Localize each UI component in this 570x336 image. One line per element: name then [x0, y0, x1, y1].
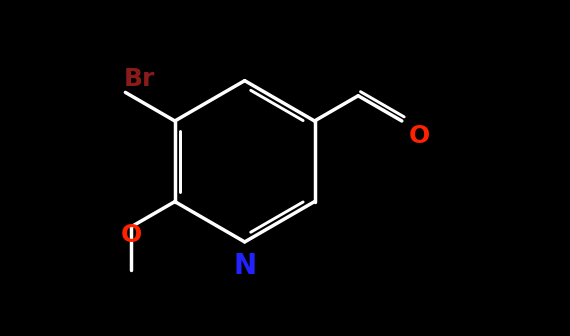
- Text: O: O: [409, 124, 430, 148]
- Text: N: N: [233, 252, 256, 280]
- Text: O: O: [121, 223, 142, 247]
- Text: Br: Br: [124, 67, 155, 91]
